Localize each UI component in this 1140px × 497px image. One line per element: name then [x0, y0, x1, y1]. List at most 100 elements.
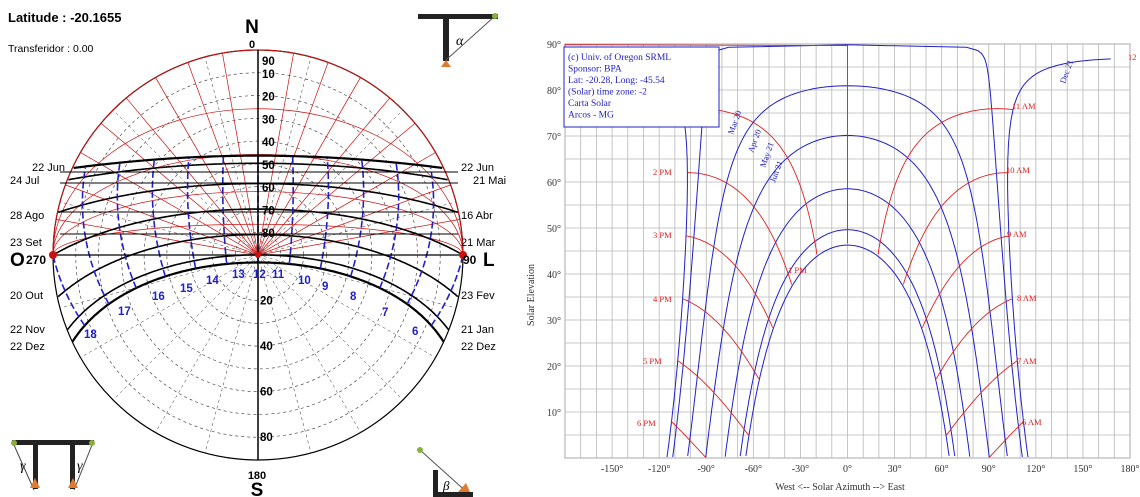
month-label-right: 16 Abr [461, 210, 493, 222]
hour-line [186, 158, 197, 269]
east-marker [459, 251, 467, 259]
altitude-ring-label-south: 60 [260, 387, 273, 399]
protractor-ray [65, 184, 259, 256]
azimuth-spoke [257, 254, 312, 454]
azimuth-spoke [80, 254, 259, 358]
hour-curve-label: 1 PM [788, 265, 807, 275]
gamma-shading-icon[interactable]: γ γ [11, 440, 95, 491]
azimuth-top-label: 0 [249, 39, 255, 51]
cardinal-o: O [10, 250, 25, 271]
hour-curve-7 [946, 360, 1018, 436]
hour-curve-label: 11 AM [1012, 101, 1036, 111]
hour-curve-label: 10 AM [1006, 165, 1030, 175]
hour-label: 10 [298, 275, 311, 287]
y-tick-label: 40° [547, 270, 561, 281]
hour-label: 17 [118, 306, 131, 318]
x-tick-label: 180° [1121, 464, 1140, 475]
protractor-ray [257, 77, 361, 256]
hour-label: 15 [180, 283, 193, 295]
azimuth-spoke [59, 201, 259, 256]
hour-label: 9 [322, 281, 328, 293]
protractor-ray [257, 53, 294, 256]
azimuth-spoke [155, 254, 259, 433]
zenith-marker [255, 252, 261, 258]
hour-label: 6 [412, 326, 418, 338]
hour-curve-18 [671, 421, 706, 458]
hour-curve-12 [564, 44, 848, 244]
hour-curve-label: 5 PM [643, 356, 662, 366]
hour-line [222, 156, 228, 265]
hour-curve-8 [935, 298, 1013, 380]
hour-label: 13 [232, 269, 245, 281]
azimuth-spoke [257, 254, 361, 433]
x-tick-label: 90° [982, 464, 996, 475]
hour-curve-16 [682, 298, 760, 380]
chart-legend: (c) Univ. of Oregon SRML Sponsor: BPALat:… [563, 46, 720, 128]
hour-curve-label: 8 AM [1017, 293, 1037, 303]
cardinal-l: L [483, 250, 495, 271]
azimuth-spoke [257, 254, 436, 358]
month-label-right: 23 Fev [461, 290, 495, 302]
month-label-left: 23 Set [10, 237, 42, 249]
month-label-left: 24 Jul [10, 175, 39, 187]
y-tick-label: 50° [547, 224, 561, 235]
y-tick-label: 20° [547, 362, 561, 373]
hour-curve-9 [921, 235, 1010, 328]
hour-curve-label: 4 PM [653, 294, 672, 304]
x-tick-label: -150° [601, 464, 623, 475]
x-tick-label: -30° [792, 464, 809, 475]
month-label-right: 21 Mai [473, 175, 506, 187]
beta-tilt-icon[interactable]: β [417, 447, 473, 497]
x-tick-label: 150° [1073, 464, 1092, 475]
hour-curve-15 [685, 235, 774, 328]
cartesian-sun-chart-panel: -150° -120° -90° -60° -30° 0° 30° 60° 90° 120° 150… [520, 0, 1140, 497]
west-marker [49, 251, 57, 259]
protractor-ray [56, 219, 259, 256]
altitude-ring-label-south: 40 [260, 341, 273, 353]
altitude-ring-label-south: 20 [260, 296, 273, 308]
x-axis-label: West <-- Solar Azimuth --> East [775, 482, 905, 493]
hour-line [52, 256, 86, 326]
altitude-ring-label: 10 [262, 69, 275, 81]
month-label-right: 22 Dez [461, 341, 496, 353]
hour-line [116, 163, 137, 289]
y-tick-label: 60° [547, 178, 561, 189]
cartesian-sun-chart: -150° -120° -90° -60° -30° 0° 30° 60° 90° 120° 150… [526, 40, 1140, 493]
legend-line: Lat: -20.28, Long: -45.54 [568, 76, 665, 86]
azimuth-spoke [112, 254, 259, 401]
hour-label: 11 [272, 269, 285, 281]
hour-label: 12 [253, 269, 266, 281]
hour-line [430, 256, 464, 326]
x-tick-label: -60° [745, 464, 762, 475]
protractor-ray [100, 122, 259, 256]
y-tick-label: 30° [547, 316, 561, 327]
azimuth-spoke [257, 201, 457, 256]
altitude-ring-label: 30 [262, 114, 275, 126]
cardinal-n: N [245, 17, 259, 38]
month-label-right: 21 Jan [461, 324, 494, 336]
hour-curve-13 [681, 108, 818, 255]
legend-line: (Solar) time zone: -2 [568, 87, 647, 98]
x-tick-label: -90° [698, 464, 715, 475]
hour-line [379, 163, 400, 289]
protractor-ray [155, 77, 259, 256]
azimuth-spoke [204, 254, 259, 454]
hour-curve-14 [687, 172, 793, 285]
beta-symbol: β [442, 478, 450, 493]
hour-curve-label: 2 PM [653, 167, 672, 177]
month-label-left: 28 Ago [10, 210, 44, 222]
polar-sun-chart-panel: Latitude : -20.1655 Transferidor : 0.00 … [0, 0, 520, 497]
gamma-symbol-left: γ [20, 459, 26, 474]
alpha-protractor-icon[interactable]: α [418, 13, 498, 67]
azimuth-right-label: 90 [463, 253, 477, 267]
azimuth-spoke [59, 254, 259, 309]
legend-line: (c) Univ. of Oregon SRML [568, 52, 671, 63]
hour-curve-label: 7 AM [1017, 356, 1037, 366]
hour-curve-11 [877, 108, 1014, 255]
polar-sun-chart: Latitude : -20.1655 Transferidor : 0.00 … [8, 10, 506, 497]
hour-label: 16 [152, 291, 165, 303]
hour-line [319, 158, 330, 269]
hour-curve-label: 6 AM [1022, 417, 1042, 427]
altitude-ring-label: 80 [262, 228, 275, 240]
azimuth-spoke [257, 254, 457, 309]
